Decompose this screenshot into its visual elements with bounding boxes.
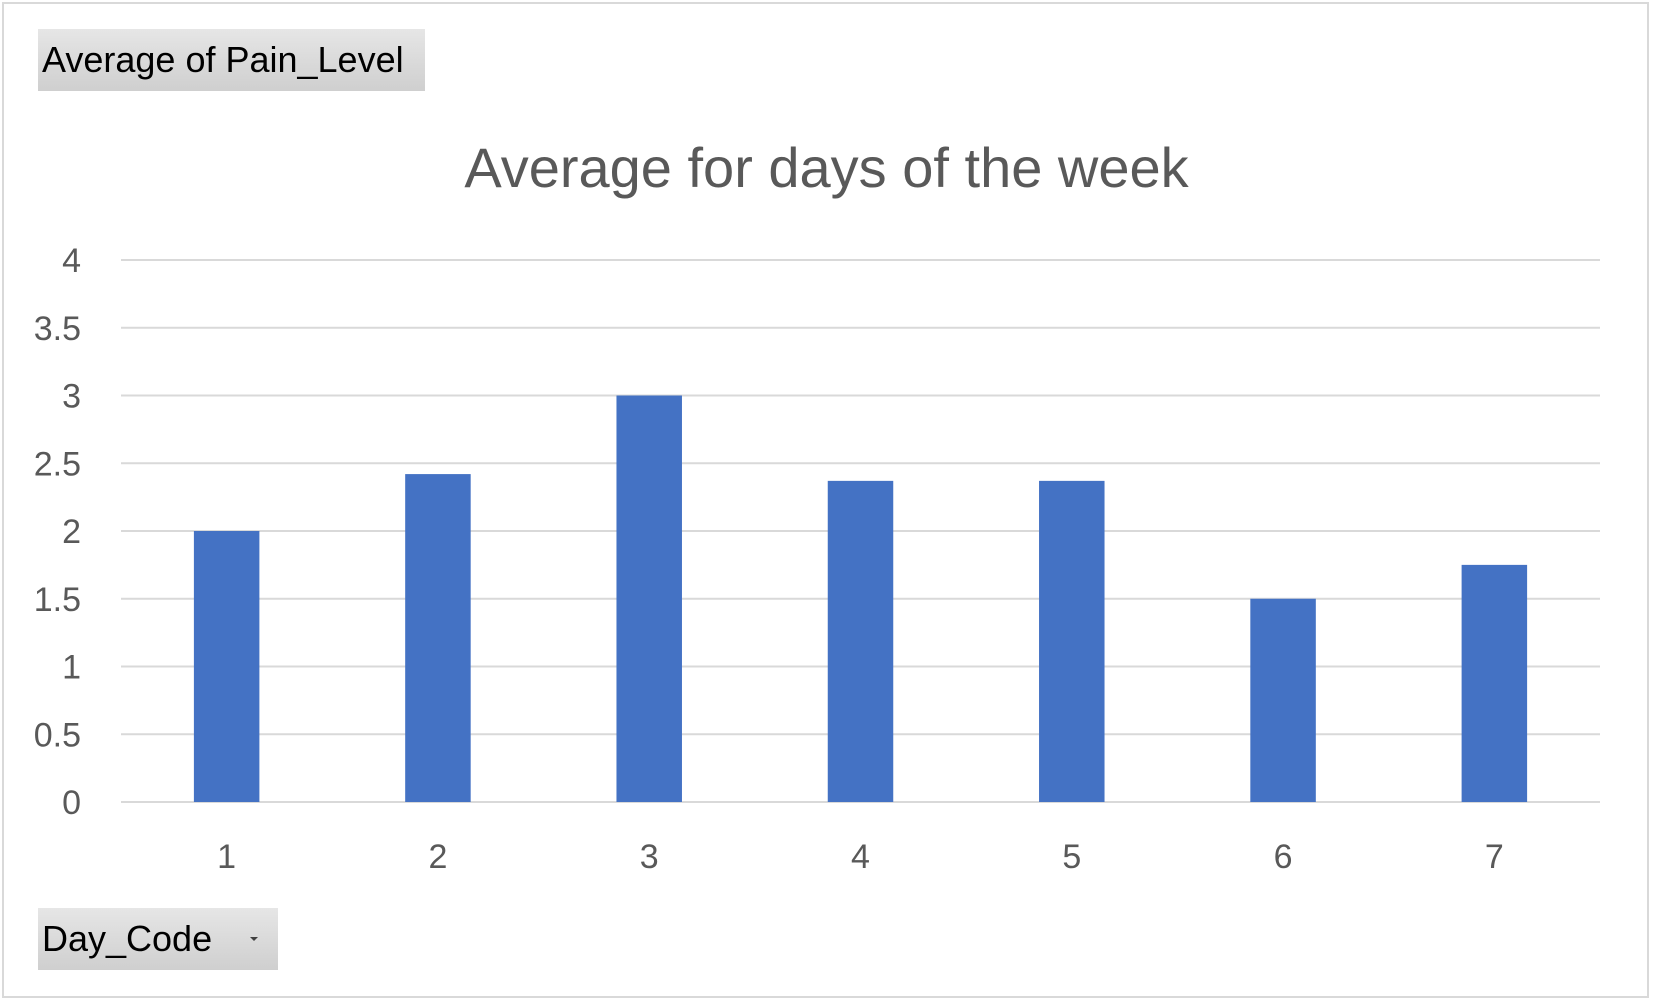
axis-field-button[interactable]: Day_Code: [38, 908, 278, 970]
x-tick-label: 7: [1485, 838, 1504, 876]
value-field-button[interactable]: Average of Pain_Level: [38, 29, 425, 91]
chart-title: Average for days of the week: [464, 136, 1189, 199]
x-tick-label: 6: [1274, 838, 1293, 876]
y-tick-label: 1: [62, 649, 81, 687]
x-tick-label: 4: [851, 838, 870, 876]
y-tick-label: 2.5: [34, 445, 81, 483]
y-tick-label: 3: [62, 378, 81, 416]
bar-day-2[interactable]: [405, 474, 471, 802]
bar-day-6[interactable]: [1250, 598, 1316, 802]
bar-day-4[interactable]: [827, 480, 894, 802]
y-tick-label: 3.5: [34, 310, 81, 348]
axis-field-label: Day_Code: [42, 918, 213, 959]
bar-day-3[interactable]: [616, 395, 682, 803]
y-tick-label: 2: [62, 513, 81, 551]
bar-day-7[interactable]: [1461, 564, 1528, 802]
y-tick-label: 4: [62, 242, 81, 280]
y-tick-label: 0.5: [34, 716, 81, 754]
x-tick-label: 1: [217, 838, 236, 876]
y-tick-label: 0: [62, 784, 81, 822]
value-field-label: Average of Pain_Level: [42, 39, 404, 80]
x-tick-label: 5: [1062, 838, 1081, 876]
x-tick-label: 3: [640, 838, 659, 876]
bar-day-1[interactable]: [193, 531, 260, 802]
dropdown-arrow-icon[interactable]: [250, 937, 258, 941]
y-tick-label: 1.5: [34, 581, 81, 619]
bar-day-5[interactable]: [1039, 480, 1105, 802]
x-tick-label: 2: [428, 838, 447, 876]
